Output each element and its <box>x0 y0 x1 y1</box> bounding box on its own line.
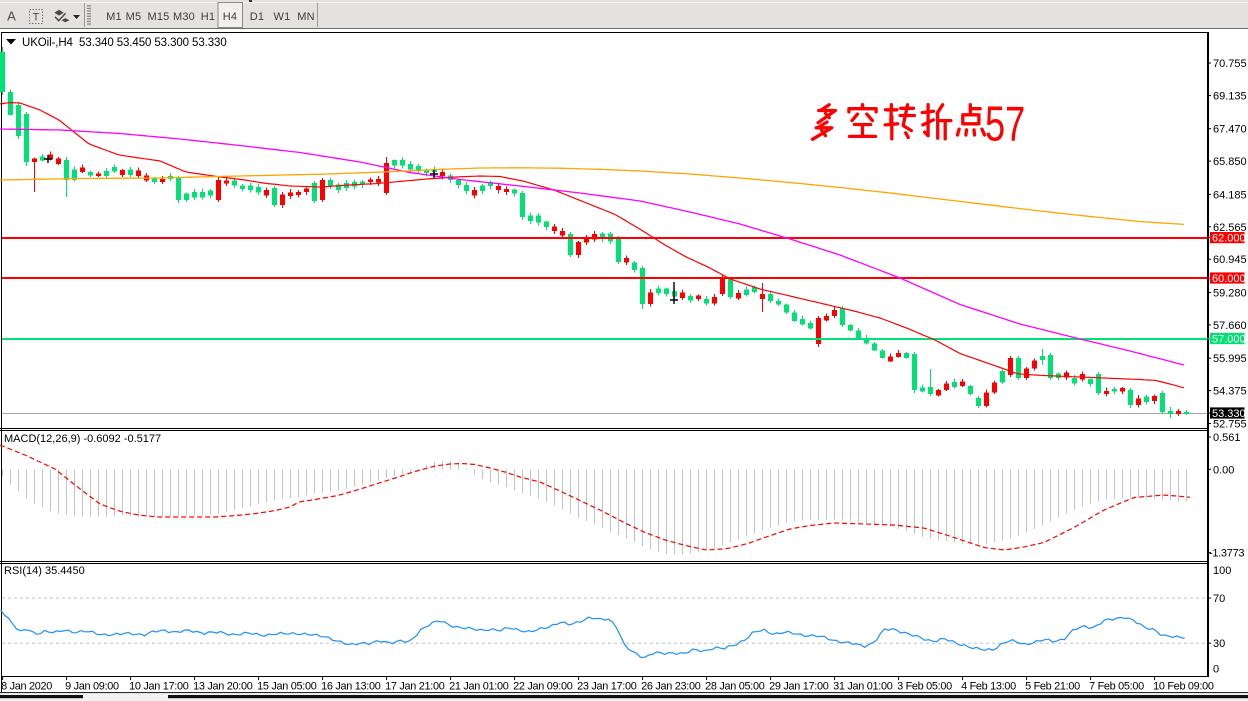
svg-text:M5: M5 <box>126 11 142 23</box>
svg-text:65.850: 65.850 <box>1213 156 1247 168</box>
svg-text:22 Jan 09:00: 22 Jan 09:00 <box>513 681 573 693</box>
svg-text:55.995: 55.995 <box>1213 353 1247 365</box>
svg-text:RSI(14) 35.4450: RSI(14) 35.4450 <box>4 565 85 577</box>
svg-text:26 Jan 23:00: 26 Jan 23:00 <box>641 681 701 693</box>
svg-text:52.755: 52.755 <box>1213 419 1247 431</box>
svg-text:23 Jan 17:00: 23 Jan 17:00 <box>577 681 637 693</box>
svg-text:64.185: 64.185 <box>1213 189 1247 201</box>
svg-text:70.755: 70.755 <box>1213 58 1247 70</box>
svg-text:M15: M15 <box>148 11 170 23</box>
svg-text:8 Jan 2020: 8 Jan 2020 <box>1 681 52 693</box>
svg-text:W1: W1 <box>274 11 291 23</box>
svg-text:15 Jan 05:00: 15 Jan 05:00 <box>257 681 317 693</box>
svg-text:17 Jan 21:00: 17 Jan 21:00 <box>385 681 445 693</box>
svg-text:31 Jan 01:00: 31 Jan 01:00 <box>833 681 893 693</box>
svg-text:0.00: 0.00 <box>1213 464 1234 476</box>
svg-text:57.000: 57.000 <box>1212 334 1246 346</box>
svg-text:UKOil-,H4 53.340 53.450 53.30: UKOil-,H4 53.340 53.450 53.300 53.330 <box>22 37 227 49</box>
svg-text:3 Feb 05:00: 3 Feb 05:00 <box>897 681 952 693</box>
svg-text:D1: D1 <box>250 11 264 23</box>
svg-text:16 Jan 13:00: 16 Jan 13:00 <box>321 681 381 693</box>
svg-text:T: T <box>33 12 40 24</box>
svg-text:28 Jan 05:00: 28 Jan 05:00 <box>705 681 765 693</box>
svg-text:100: 100 <box>1213 565 1231 577</box>
svg-text:5 Feb 21:00: 5 Feb 21:00 <box>1025 681 1080 693</box>
svg-text:0.561: 0.561 <box>1213 432 1241 444</box>
svg-text:10 Feb 09:00: 10 Feb 09:00 <box>1153 681 1214 693</box>
svg-text:4 Feb 13:00: 4 Feb 13:00 <box>961 681 1016 693</box>
svg-text:70: 70 <box>1213 593 1225 605</box>
svg-text:-1.3773: -1.3773 <box>1209 548 1244 560</box>
svg-text:21 Jan 01:00: 21 Jan 01:00 <box>449 681 509 693</box>
svg-text:MACD(12,26,9) -0.6092 -0.5177: MACD(12,26,9) -0.6092 -0.5177 <box>4 433 161 445</box>
svg-text:9 Jan 09:00: 9 Jan 09:00 <box>65 681 119 693</box>
svg-text:57: 57 <box>985 97 1025 152</box>
svg-text:7 Feb 05:00: 7 Feb 05:00 <box>1089 681 1144 693</box>
svg-text:M1: M1 <box>106 11 122 23</box>
svg-text:53.330: 53.330 <box>1212 408 1246 420</box>
svg-text:62.000: 62.000 <box>1212 233 1246 245</box>
svg-text:69.135: 69.135 <box>1213 90 1247 102</box>
svg-text:59.280: 59.280 <box>1213 288 1247 300</box>
svg-text:57.660: 57.660 <box>1213 320 1247 332</box>
svg-text:62.565: 62.565 <box>1213 222 1247 234</box>
svg-text:13 Jan 20:00: 13 Jan 20:00 <box>193 681 253 693</box>
svg-text:H4: H4 <box>223 11 237 23</box>
svg-text:30: 30 <box>1213 638 1225 650</box>
svg-text:H1: H1 <box>201 11 215 23</box>
svg-text:60.000: 60.000 <box>1212 273 1246 285</box>
svg-text:A: A <box>7 9 16 24</box>
svg-text:MN: MN <box>297 11 315 23</box>
svg-text:10 Jan 17:00: 10 Jan 17:00 <box>129 681 189 693</box>
svg-text:54.375: 54.375 <box>1213 386 1247 398</box>
svg-text:29 Jan 17:00: 29 Jan 17:00 <box>769 681 829 693</box>
svg-text:0: 0 <box>1213 664 1219 676</box>
svg-text:67.470: 67.470 <box>1213 124 1247 136</box>
svg-text:60.945: 60.945 <box>1213 254 1247 266</box>
svg-text:M30: M30 <box>173 11 195 23</box>
